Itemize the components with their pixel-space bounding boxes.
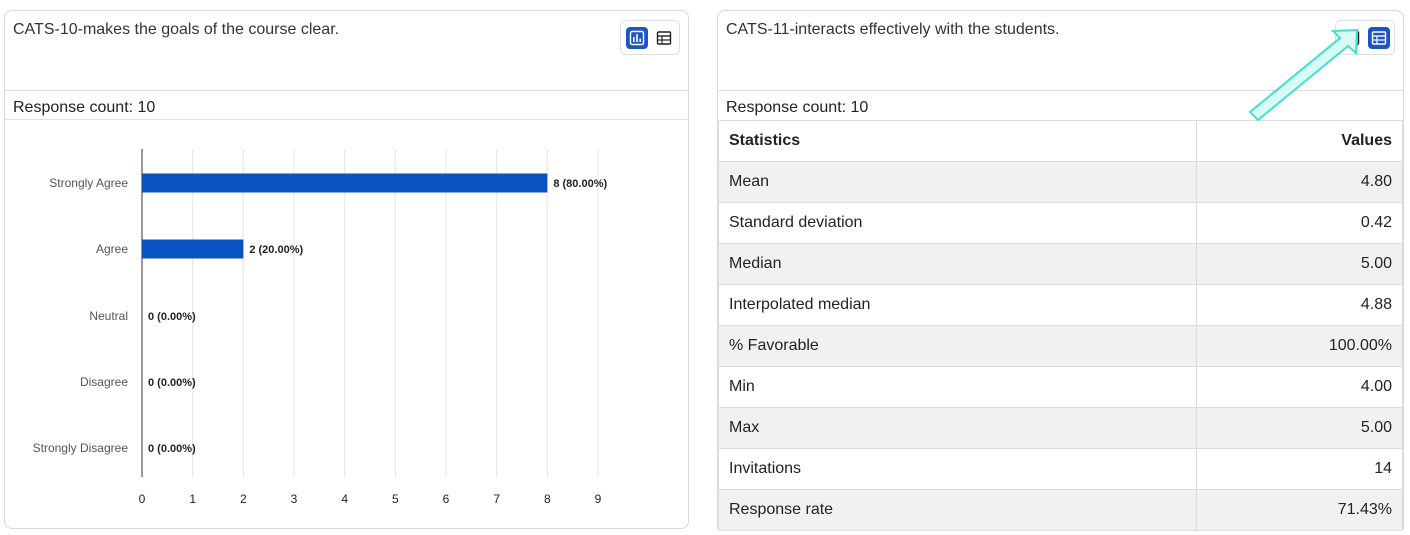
table-row: Interpolated median 4.88 (718, 284, 1403, 326)
column-header-statistics[interactable]: Statistics (718, 120, 1197, 162)
stat-value: 71.43% (1196, 489, 1403, 531)
bar-chart-icon (629, 30, 645, 46)
x-tick-label: 1 (189, 492, 196, 506)
stat-label: Max (718, 407, 1197, 449)
bar (142, 239, 244, 259)
response-bar-chart: 0 1 2 3 4 5 6 7 8 9 Strongly Agree 8 (80.00%) Agree 2… (33, 149, 607, 506)
table-row: Invitations 14 (718, 448, 1403, 490)
table-view-button[interactable] (1368, 27, 1390, 49)
bar (142, 173, 548, 193)
table-view-button[interactable] (653, 27, 675, 49)
data-label: 8 (80.00%) (553, 178, 607, 190)
x-tick-label: 0 (139, 492, 146, 506)
category-label: Strongly Disagree (33, 441, 129, 455)
table-icon (1371, 31, 1387, 45)
table-row: Max 5.00 (718, 407, 1403, 449)
x-tick-label: 2 (240, 492, 247, 506)
x-tick-label: 9 (595, 492, 602, 506)
column-header-values[interactable]: Values (1196, 120, 1403, 162)
statistics-table: Statistics Values Mean 4.80 Standard dev… (718, 120, 1403, 531)
table-row: Response rate 71.43% (718, 489, 1403, 531)
chart-view-button[interactable] (1341, 27, 1363, 49)
stat-label: Interpolated median (718, 284, 1197, 326)
stat-label: Min (718, 366, 1197, 408)
data-label: 0 (0.00%) (148, 311, 196, 323)
chart-view-button[interactable] (626, 27, 648, 49)
stat-label: Standard deviation (718, 202, 1197, 244)
x-tick-label: 6 (443, 492, 450, 506)
category-label: Strongly Agree (49, 176, 128, 190)
response-count: Response count: 10 (13, 99, 156, 116)
x-tick-label: 8 (544, 492, 551, 506)
x-tick-label: 3 (291, 492, 298, 506)
card-divider (718, 90, 1403, 91)
data-label: 0 (0.00%) (148, 377, 196, 389)
x-tick-label: 5 (392, 492, 399, 506)
stat-value: 5.00 (1196, 243, 1403, 285)
stat-label: Median (718, 243, 1197, 285)
view-toggle (620, 20, 680, 55)
stat-value: 5.00 (1196, 407, 1403, 449)
table-row: Mean 4.80 (718, 161, 1403, 203)
question-card-cats-11: CATS-11-interacts effectively with the s… (717, 10, 1404, 531)
category-label: Neutral (89, 309, 128, 323)
question-title: CATS-10-makes the goals of the course cl… (13, 21, 340, 38)
response-count: Response count: 10 (726, 99, 869, 116)
stat-value: 4.00 (1196, 366, 1403, 408)
stat-value: 0.42 (1196, 202, 1403, 244)
stat-label: Invitations (718, 448, 1197, 490)
card-divider (5, 90, 688, 91)
x-tick-label: 4 (341, 492, 348, 506)
stat-label: Response rate (718, 489, 1197, 531)
stat-label: % Favorable (718, 325, 1197, 367)
view-toggle (1335, 20, 1395, 55)
stat-value: 100.00% (1196, 325, 1403, 367)
stat-label: Mean (718, 161, 1197, 203)
card-divider (5, 119, 688, 120)
table-icon (656, 31, 672, 45)
category-label: Disagree (80, 375, 128, 389)
stat-value: 4.88 (1196, 284, 1403, 326)
question-card-cats-10: CATS-10-makes the goals of the course cl… (4, 10, 689, 529)
stat-value: 14 (1196, 448, 1403, 490)
stat-value: 4.80 (1196, 161, 1403, 203)
bar-chart-icon (1344, 30, 1360, 46)
x-tick-label: 7 (493, 492, 500, 506)
data-label: 0 (0.00%) (148, 443, 196, 455)
table-row: Median 5.00 (718, 243, 1403, 285)
table-row: Min 4.00 (718, 366, 1403, 408)
question-title: CATS-11-interacts effectively with the s… (726, 21, 1060, 38)
category-label: Agree (96, 242, 128, 256)
table-row: Standard deviation 0.42 (718, 202, 1403, 244)
data-label: 2 (20.00%) (249, 244, 303, 256)
table-row: % Favorable 100.00% (718, 325, 1403, 367)
